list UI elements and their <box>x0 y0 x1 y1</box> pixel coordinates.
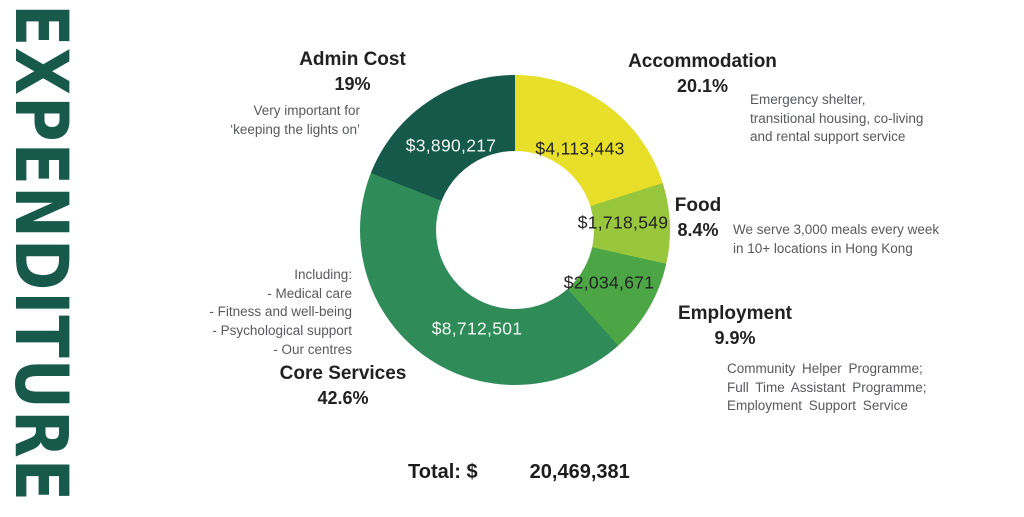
category-accommodation-desc: Emergency shelter, transitional housing,… <box>750 92 924 145</box>
category-employment-name: Employment <box>677 303 793 324</box>
total-row: Total: $ 20,469,381 <box>408 461 630 484</box>
page-title: EXPENDITURE <box>0 4 85 503</box>
category-food-pct: 8.4% <box>677 219 719 240</box>
category-admin-cost: Admin Cost 19% <box>250 48 455 96</box>
total-value: 20,469,381 <box>529 461 630 483</box>
category-food-desc: We serve 3,000 meals every week in 10+ l… <box>733 222 940 256</box>
category-core-services-pct: 42.6% <box>317 387 369 408</box>
slice-value-employment: $2,034,671 <box>563 272 655 293</box>
category-core-services-desc: Including: - Medical care - Fitness and … <box>209 267 352 357</box>
category-core-services: Core Services 42.6% <box>252 362 434 410</box>
category-food-name: Food <box>674 195 722 216</box>
slice-value-accommodation: $4,113,443 <box>535 138 625 159</box>
category-employment-desc: Community Helper Programme; Full Time As… <box>727 361 927 414</box>
slice-value-core-services: $8,712,501 <box>431 318 523 339</box>
category-food: Food 8.4% <box>662 194 734 242</box>
donut-chart <box>360 75 670 385</box>
donut-hole <box>436 151 594 309</box>
category-admin-cost-pct: 19% <box>334 73 371 94</box>
category-accommodation-pct: 20.1% <box>676 75 729 96</box>
category-employment: Employment 9.9% <box>650 302 820 350</box>
category-admin-cost-name: Admin Cost <box>299 49 406 70</box>
category-employment-pct: 9.9% <box>714 327 756 348</box>
slice-value-admin-cost: $3,890,217 <box>405 135 497 156</box>
total-label: Total: $ <box>408 461 478 483</box>
category-accommodation-name: Accommodation <box>628 51 777 72</box>
category-core-services-name: Core Services <box>279 363 407 384</box>
slice-value-food: $1,718,549 <box>577 212 669 233</box>
category-admin-cost-desc: Very important for ‘keeping the lights o… <box>230 103 360 137</box>
category-accommodation: Accommodation 20.1% <box>590 50 815 98</box>
